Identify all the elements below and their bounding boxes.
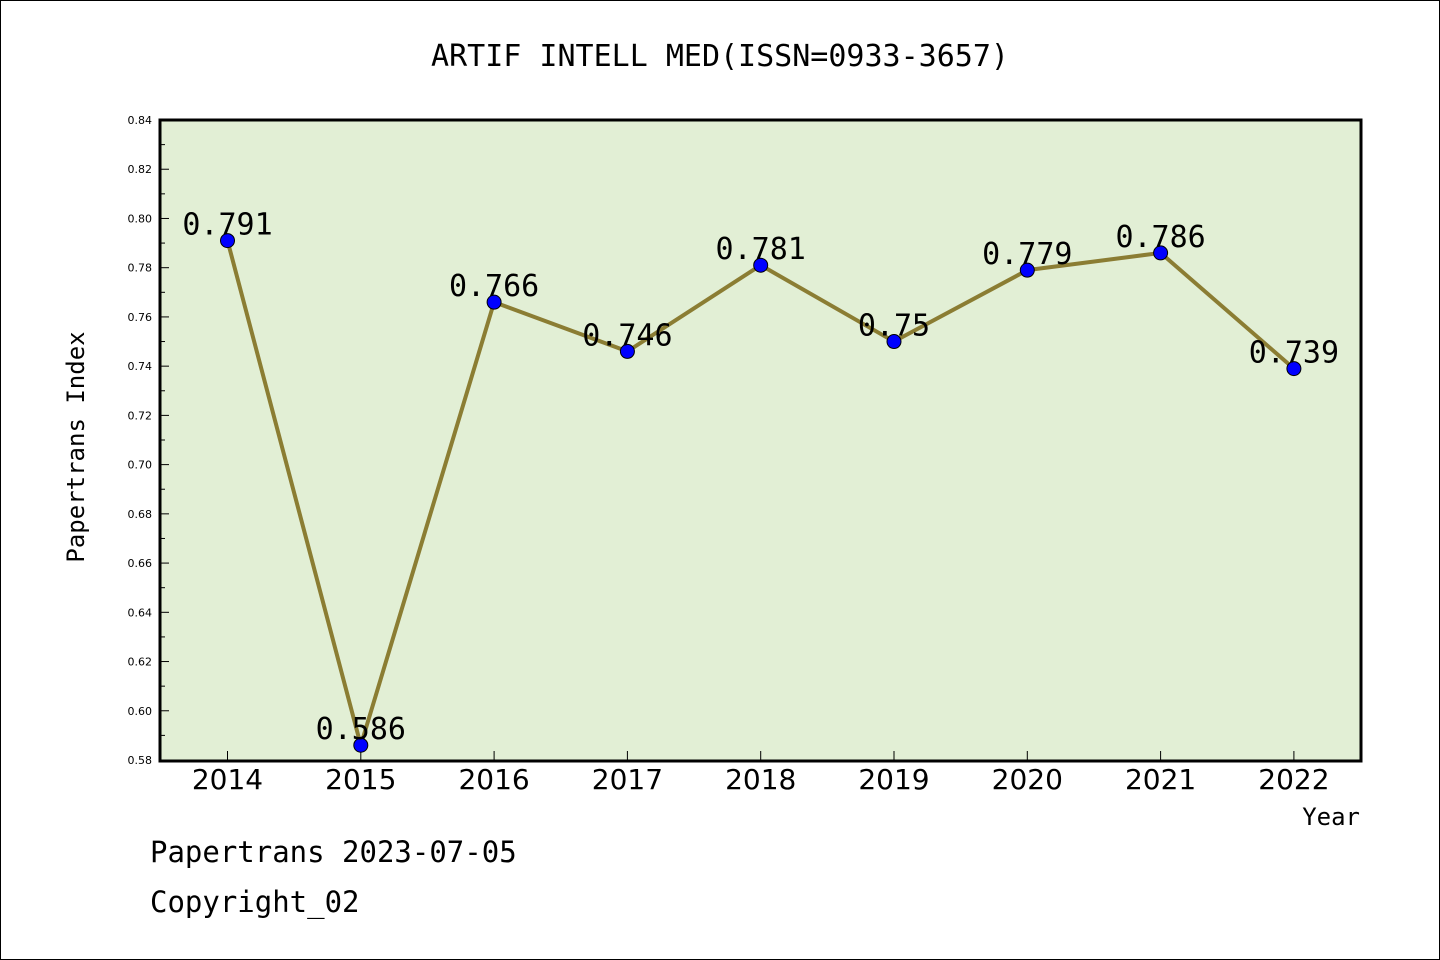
x-tick-label: 2014: [192, 763, 263, 796]
x-tick-label: 2017: [592, 763, 663, 796]
data-label: 0.746: [582, 318, 672, 353]
y-axis-label: Papertrans Index: [62, 331, 90, 562]
data-point-marker: [619, 343, 635, 359]
data-point-marker: [753, 257, 769, 273]
x-tick-label: 2018: [725, 763, 796, 796]
y-tick-label: 0.82: [128, 163, 153, 176]
data-point-marker: [1153, 245, 1169, 261]
x-tick-label: 2016: [458, 763, 529, 796]
data-label: 0.781: [716, 232, 806, 267]
data-label: 0.786: [1115, 220, 1205, 255]
data-point-marker: [220, 233, 235, 249]
y-tick-label: 0.58: [128, 754, 153, 767]
data-label: 0.75: [858, 309, 930, 344]
y-tick-label: 0.72: [128, 409, 153, 422]
data-point-marker: [1286, 361, 1302, 377]
footer-copyright: Copyright_02: [150, 885, 360, 919]
data-label: 0.739: [1249, 336, 1339, 371]
y-tick-label: 0.66: [128, 557, 153, 570]
data-label: 0.779: [982, 237, 1072, 272]
chart-title: ARTIF INTELL MED(ISSN=0933-3657): [431, 39, 1009, 74]
data-point-marker: [1019, 262, 1035, 278]
footer-date: Papertrans 2023-07-05: [150, 835, 517, 869]
data-label: 0.791: [182, 208, 272, 243]
data-labels-group: 0.791 0.586 0.766 0.746 0.781 0.75 0.779 0.786 0…: [182, 208, 1339, 748]
y-tick-label: 0.76: [128, 311, 153, 324]
data-point-marker: [353, 737, 369, 753]
x-tick-label: 2022: [1258, 763, 1329, 796]
y-tick-label: 0.74: [128, 360, 153, 373]
data-point-marker: [486, 294, 502, 310]
y-tick-label: 0.70: [128, 459, 153, 472]
y-tick-label: 0.78: [128, 262, 153, 275]
series-line-group: [220, 233, 1302, 753]
x-tick-label: 2019: [858, 763, 929, 796]
data-point-marker: [886, 334, 902, 350]
y-tick-label: 0.80: [128, 212, 153, 225]
y-tick-label: 0.68: [128, 508, 153, 521]
y-tick-label: 0.64: [128, 606, 153, 619]
x-tick-label: 2021: [1125, 763, 1196, 796]
x-axis: 2014 2015 2016 2017 2018 2019 2020 2021 2022: [192, 751, 1330, 796]
data-label: 0.586: [316, 712, 406, 747]
x-axis-label: Year: [1302, 803, 1360, 831]
x-tick-label: 2020: [992, 763, 1063, 796]
y-tick-label: 0.60: [128, 705, 153, 718]
plot-area: [158, 118, 1363, 763]
y-axis: 0.58 0.60 0.62 0.64 0.66 0.68 0.70 0.72 0.74 0.76…: [128, 114, 169, 767]
y-tick-label: 0.62: [128, 656, 153, 669]
x-tick-label: 2015: [325, 763, 396, 796]
data-label: 0.766: [449, 269, 539, 304]
y-tick-label: 0.84: [128, 114, 153, 127]
